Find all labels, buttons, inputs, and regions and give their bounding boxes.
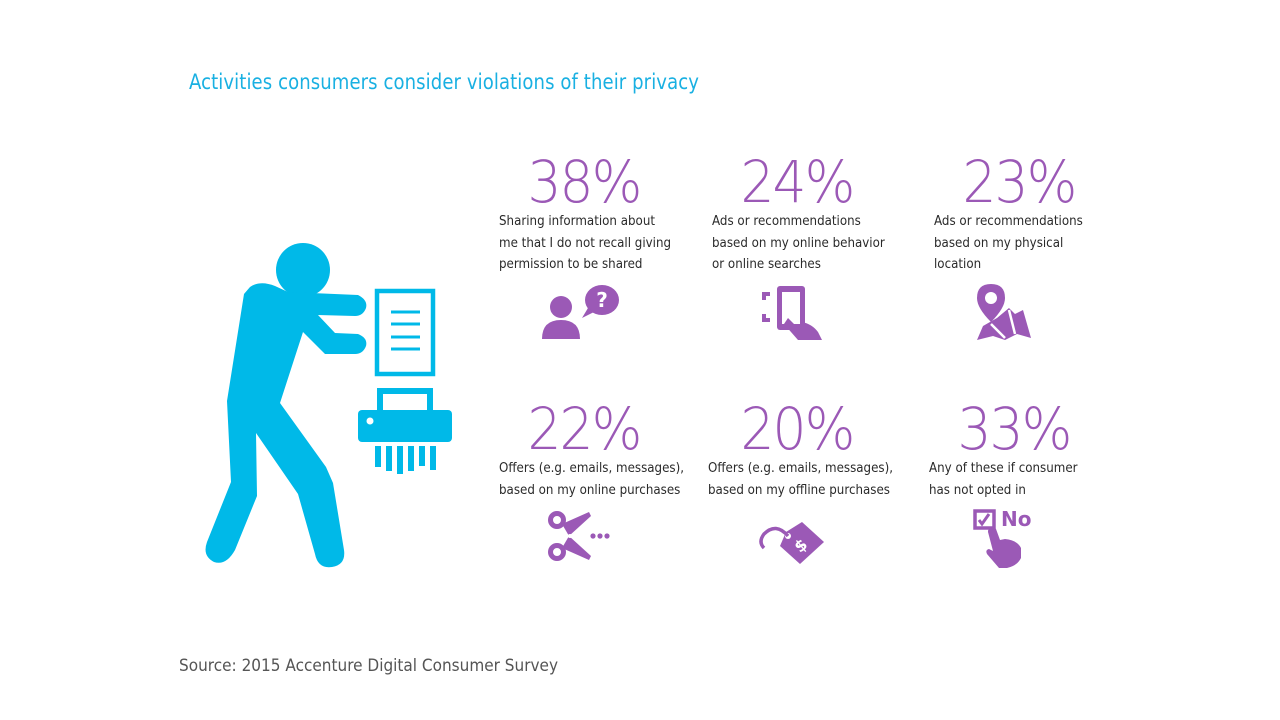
stat-description: Offers (e.g. emails, messages), based on… <box>499 458 684 501</box>
stat-description-line: based on my online behavior <box>712 234 885 251</box>
person-question-icon: ? <box>542 285 619 339</box>
page-title: Activities consumers consider violations… <box>189 70 700 94</box>
stat-description: Ads or recommendations based on my onlin… <box>712 211 897 276</box>
stat-description-line: based on my offline purchases <box>708 481 890 498</box>
stat-description: Offers (e.g. emails, messages), based on… <box>708 458 893 501</box>
stat-value: 23% <box>962 148 1077 216</box>
svg-text:?: ? <box>596 288 608 312</box>
stat-description-line: me that I do not recall giving <box>499 234 672 251</box>
stat-description-line: location <box>934 256 982 272</box>
price-tag-icon: $ <box>759 522 824 564</box>
stat-description-line: Offers (e.g. emails, messages), <box>499 460 685 476</box>
stat-card: 22% Offers (e.g. emails, messages), base… <box>499 400 709 501</box>
stat-description: Ads or recommendations based on my physi… <box>934 211 1119 276</box>
map-pin-icon <box>977 284 1031 340</box>
stat-card: 20% Offers (e.g. emails, messages), base… <box>708 400 918 501</box>
stat-value: 33% <box>957 395 1072 463</box>
source-note: Source: 2015 Accenture Digital Consumer … <box>179 656 559 676</box>
hand-tap-checkbox-icon <box>973 509 1021 568</box>
stat-card: 38% Sharing information about me that I … <box>499 153 709 276</box>
stat-description-line: has not opted in <box>929 481 1026 498</box>
stat-description-line: or online searches <box>712 256 821 272</box>
stat-card: 33% Any of these if consumer has not opt… <box>929 400 1139 501</box>
stat-card: 23% Ads or recommendations based on my p… <box>934 153 1144 276</box>
stat-description-line: Ads or recommendations <box>712 213 861 229</box>
stat-value: 38% <box>527 148 642 216</box>
stat-description-line: Offers (e.g. emails, messages), <box>708 460 894 476</box>
stat-description-line: Any of these if consumer <box>929 460 1078 476</box>
stat-card: 24% Ads or recommendations based on my o… <box>712 153 922 276</box>
phone-tap-icon <box>762 286 822 340</box>
stat-value: 22% <box>527 395 642 463</box>
stat-description: Sharing information about me that I do n… <box>499 211 684 276</box>
stat-value: 24% <box>740 148 855 216</box>
stat-description-line: permission to be shared <box>499 256 643 272</box>
stat-description-line: based on my online purchases <box>499 481 681 498</box>
stat-description-line: Sharing information about <box>499 213 656 229</box>
stat-value: 20% <box>740 395 855 463</box>
no-label: No <box>1001 507 1032 531</box>
checkbox-no-icon: No <box>973 507 1043 570</box>
stat-description-line: based on my physical <box>934 234 1064 251</box>
stat-description: Any of these if consumer has not opted i… <box>929 458 1114 501</box>
stat-description-line: Ads or recommendations <box>934 213 1083 229</box>
scissors-coupon-icon <box>548 511 610 561</box>
person-shredding-document-icon <box>205 243 452 568</box>
